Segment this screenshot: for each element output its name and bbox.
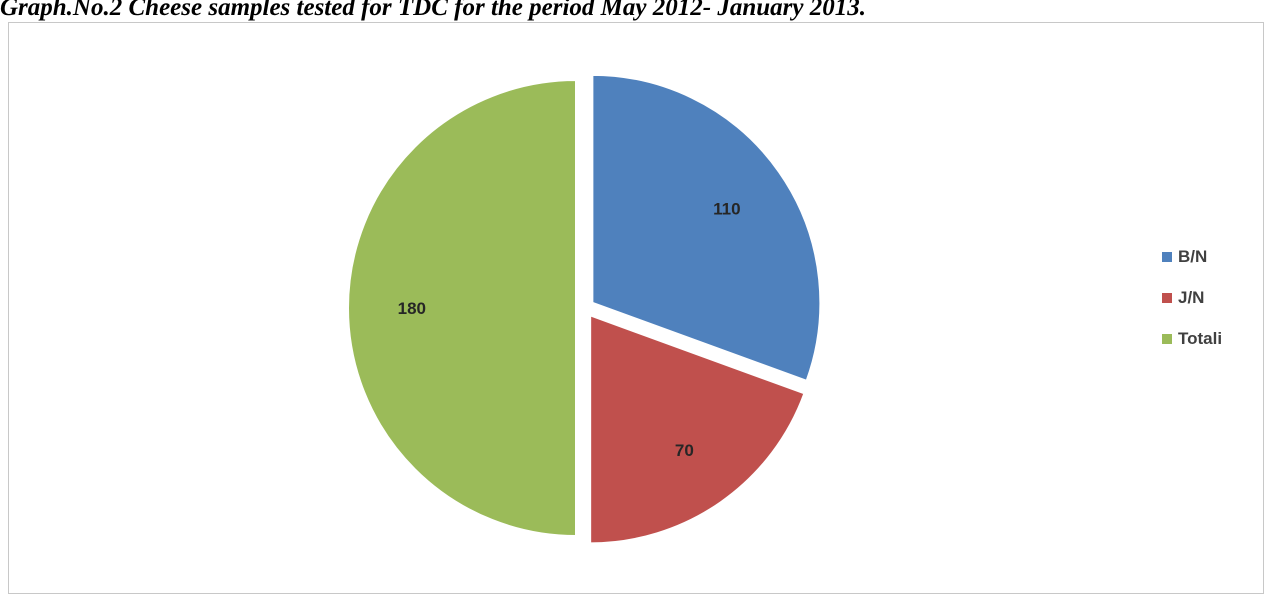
pie-slice-jn bbox=[589, 313, 806, 545]
legend-item-jn: J/N bbox=[1162, 285, 1222, 311]
legend-label-totali: Totali bbox=[1178, 329, 1223, 348]
pie-chart: 110 70 180 bbox=[347, 73, 822, 545]
chart-caption: Graph.No.2 Cheese samples tested for TDC… bbox=[0, 0, 866, 21]
legend-item-bn: B/N bbox=[1162, 244, 1222, 270]
legend-swatch-jn bbox=[1162, 293, 1172, 303]
data-label-bn: 110 bbox=[713, 200, 740, 219]
pie-slice-totali bbox=[347, 78, 577, 538]
legend-label-bn: B/N bbox=[1178, 247, 1208, 266]
legend: B/N J/N Totali bbox=[1162, 244, 1222, 367]
legend-swatch-bn bbox=[1162, 252, 1172, 262]
legend-swatch-totali bbox=[1162, 334, 1172, 344]
pie-slice-bn bbox=[591, 73, 822, 383]
data-label-totali: 180 bbox=[398, 299, 426, 318]
data-label-jn: 70 bbox=[675, 441, 694, 460]
legend-item-totali: Totali bbox=[1162, 326, 1222, 352]
legend-label-jn: J/N bbox=[1178, 288, 1205, 307]
